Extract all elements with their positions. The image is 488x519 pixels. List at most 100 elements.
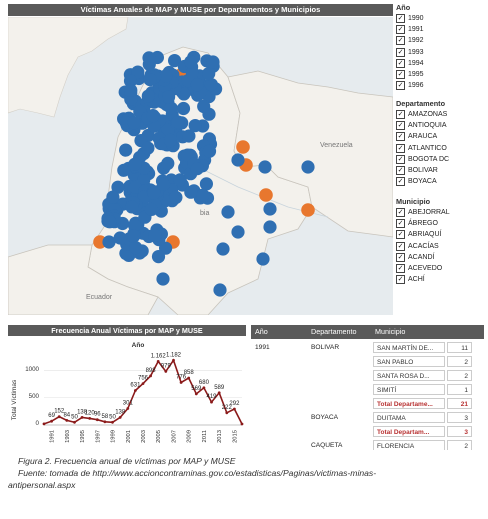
department-filter-option[interactable]: ✓ BOYACA — [396, 176, 486, 187]
department-filter-option[interactable]: ✓ ARAUCA — [396, 131, 486, 142]
map-canvas[interactable]: Venezuela Ecuador bia — [8, 17, 393, 315]
data-point[interactable] — [240, 422, 244, 426]
map-marker[interactable] — [162, 90, 176, 104]
checkbox[interactable]: ✓ — [396, 166, 405, 176]
map-marker[interactable] — [142, 51, 156, 65]
checkbox[interactable]: ✓ — [396, 58, 405, 68]
map-marker[interactable] — [185, 66, 199, 80]
department-filter-option[interactable]: ✓ BOGOTA DC — [396, 154, 486, 165]
checkbox[interactable]: ✓ — [396, 25, 405, 35]
map-marker[interactable] — [199, 177, 213, 191]
map-marker[interactable] — [263, 220, 277, 234]
map-marker[interactable] — [216, 242, 230, 256]
year-filter-option[interactable]: ✓ 1995 — [396, 69, 486, 80]
map-marker[interactable] — [103, 215, 117, 229]
map-marker-alt[interactable] — [301, 203, 315, 217]
year-filter-option[interactable]: ✓ 1992 — [396, 35, 486, 46]
map-marker[interactable] — [231, 153, 245, 167]
data-point[interactable] — [179, 381, 183, 384]
map-marker[interactable] — [129, 241, 143, 255]
data-point[interactable] — [57, 415, 61, 419]
checkbox[interactable]: ✓ — [396, 81, 405, 91]
year-filter-option[interactable]: ✓ 1993 — [396, 47, 486, 58]
year-filter-option[interactable]: ✓ 1994 — [396, 58, 486, 69]
checkbox[interactable]: ✓ — [396, 241, 405, 251]
data-point[interactable] — [80, 416, 84, 419]
data-point[interactable] — [95, 418, 99, 422]
municipality-filter-option[interactable]: ✓ ACEVEDO — [396, 263, 486, 274]
checkbox[interactable]: ✓ — [396, 230, 405, 240]
year-column-header[interactable]: Año — [255, 327, 268, 336]
map-marker[interactable] — [102, 235, 116, 249]
map-marker[interactable] — [188, 119, 202, 133]
municipality-filter-option[interactable]: ✓ ABRIAQUÍ — [396, 229, 486, 240]
department-filter-option[interactable]: ✓ ANTIOQUIA — [396, 120, 486, 131]
year-filter-option[interactable]: ✓ 1996 — [396, 80, 486, 91]
map-marker[interactable] — [184, 185, 198, 199]
municipality-filter-option[interactable]: ✓ ABEJORRAL — [396, 207, 486, 218]
municipality-filter-option[interactable]: ✓ ACANDÍ — [396, 252, 486, 263]
data-point[interactable] — [73, 420, 76, 424]
department-filter-option[interactable]: ✓ BOLIVAR — [396, 165, 486, 176]
data-point[interactable] — [50, 419, 53, 423]
map-marker[interactable] — [125, 200, 139, 214]
map-marker[interactable] — [144, 202, 159, 216]
municipality-filter-option[interactable]: ✓ ACHÍ — [396, 274, 486, 285]
map-marker-alt[interactable] — [236, 140, 250, 154]
map-marker[interactable] — [131, 65, 145, 79]
data-point[interactable] — [141, 382, 145, 385]
map-marker[interactable] — [258, 160, 272, 174]
department-column-header[interactable]: Departamento — [311, 327, 357, 336]
map-marker[interactable] — [301, 160, 315, 174]
data-point[interactable] — [164, 370, 168, 373]
map-marker[interactable] — [169, 190, 183, 204]
map-marker[interactable] — [196, 188, 210, 202]
checkbox[interactable]: ✓ — [396, 47, 405, 57]
data-point[interactable] — [210, 400, 213, 404]
checkbox[interactable]: ✓ — [396, 110, 405, 120]
municipality-filter-option[interactable]: ✓ ACACÍAS — [396, 241, 486, 252]
map-marker-alt[interactable] — [259, 188, 273, 202]
map-marker[interactable] — [127, 116, 141, 130]
victim-markers[interactable] — [93, 50, 315, 297]
map-marker[interactable] — [124, 83, 138, 97]
checkbox[interactable]: ✓ — [396, 70, 405, 80]
map-marker[interactable] — [263, 202, 277, 216]
map-marker[interactable] — [128, 218, 142, 233]
map-marker[interactable] — [202, 67, 216, 81]
data-point[interactable] — [202, 386, 206, 390]
data-point[interactable] — [149, 374, 153, 378]
map-marker[interactable] — [256, 252, 270, 266]
checkbox[interactable]: ✓ — [396, 36, 405, 46]
data-point[interactable] — [217, 391, 221, 395]
year-filter-option[interactable]: ✓ 1991 — [396, 24, 486, 35]
data-point[interactable] — [111, 420, 114, 424]
map-marker[interactable] — [156, 272, 170, 286]
map-marker[interactable] — [156, 177, 171, 191]
municipality-filter-option[interactable]: ✓ ÁBREGO — [396, 218, 486, 229]
map-marker[interactable] — [173, 173, 187, 187]
checkbox[interactable]: ✓ — [396, 14, 405, 24]
map-area[interactable]: Venezuela Ecuador bia — [8, 17, 393, 315]
data-point[interactable] — [233, 407, 236, 411]
data-point[interactable] — [225, 411, 229, 415]
map-marker[interactable] — [163, 133, 178, 148]
map-marker[interactable] — [197, 99, 211, 113]
map-marker[interactable] — [190, 78, 204, 92]
map-marker[interactable] — [182, 129, 196, 143]
year-filter-option[interactable]: ✓ 1990 — [396, 13, 486, 24]
map-marker[interactable] — [141, 141, 155, 155]
checkbox[interactable]: ✓ — [396, 154, 405, 164]
map-marker[interactable] — [111, 180, 125, 194]
checkbox[interactable]: ✓ — [396, 177, 405, 187]
checkbox[interactable]: ✓ — [396, 264, 405, 274]
map-marker[interactable] — [190, 162, 204, 176]
map-marker[interactable] — [127, 229, 141, 243]
data-point[interactable] — [88, 417, 92, 420]
checkbox[interactable]: ✓ — [396, 121, 405, 131]
data-point[interactable] — [103, 420, 107, 424]
map-marker[interactable] — [123, 74, 138, 88]
map-marker[interactable] — [231, 225, 245, 239]
data-point[interactable] — [187, 376, 191, 380]
map-marker[interactable] — [206, 55, 220, 69]
